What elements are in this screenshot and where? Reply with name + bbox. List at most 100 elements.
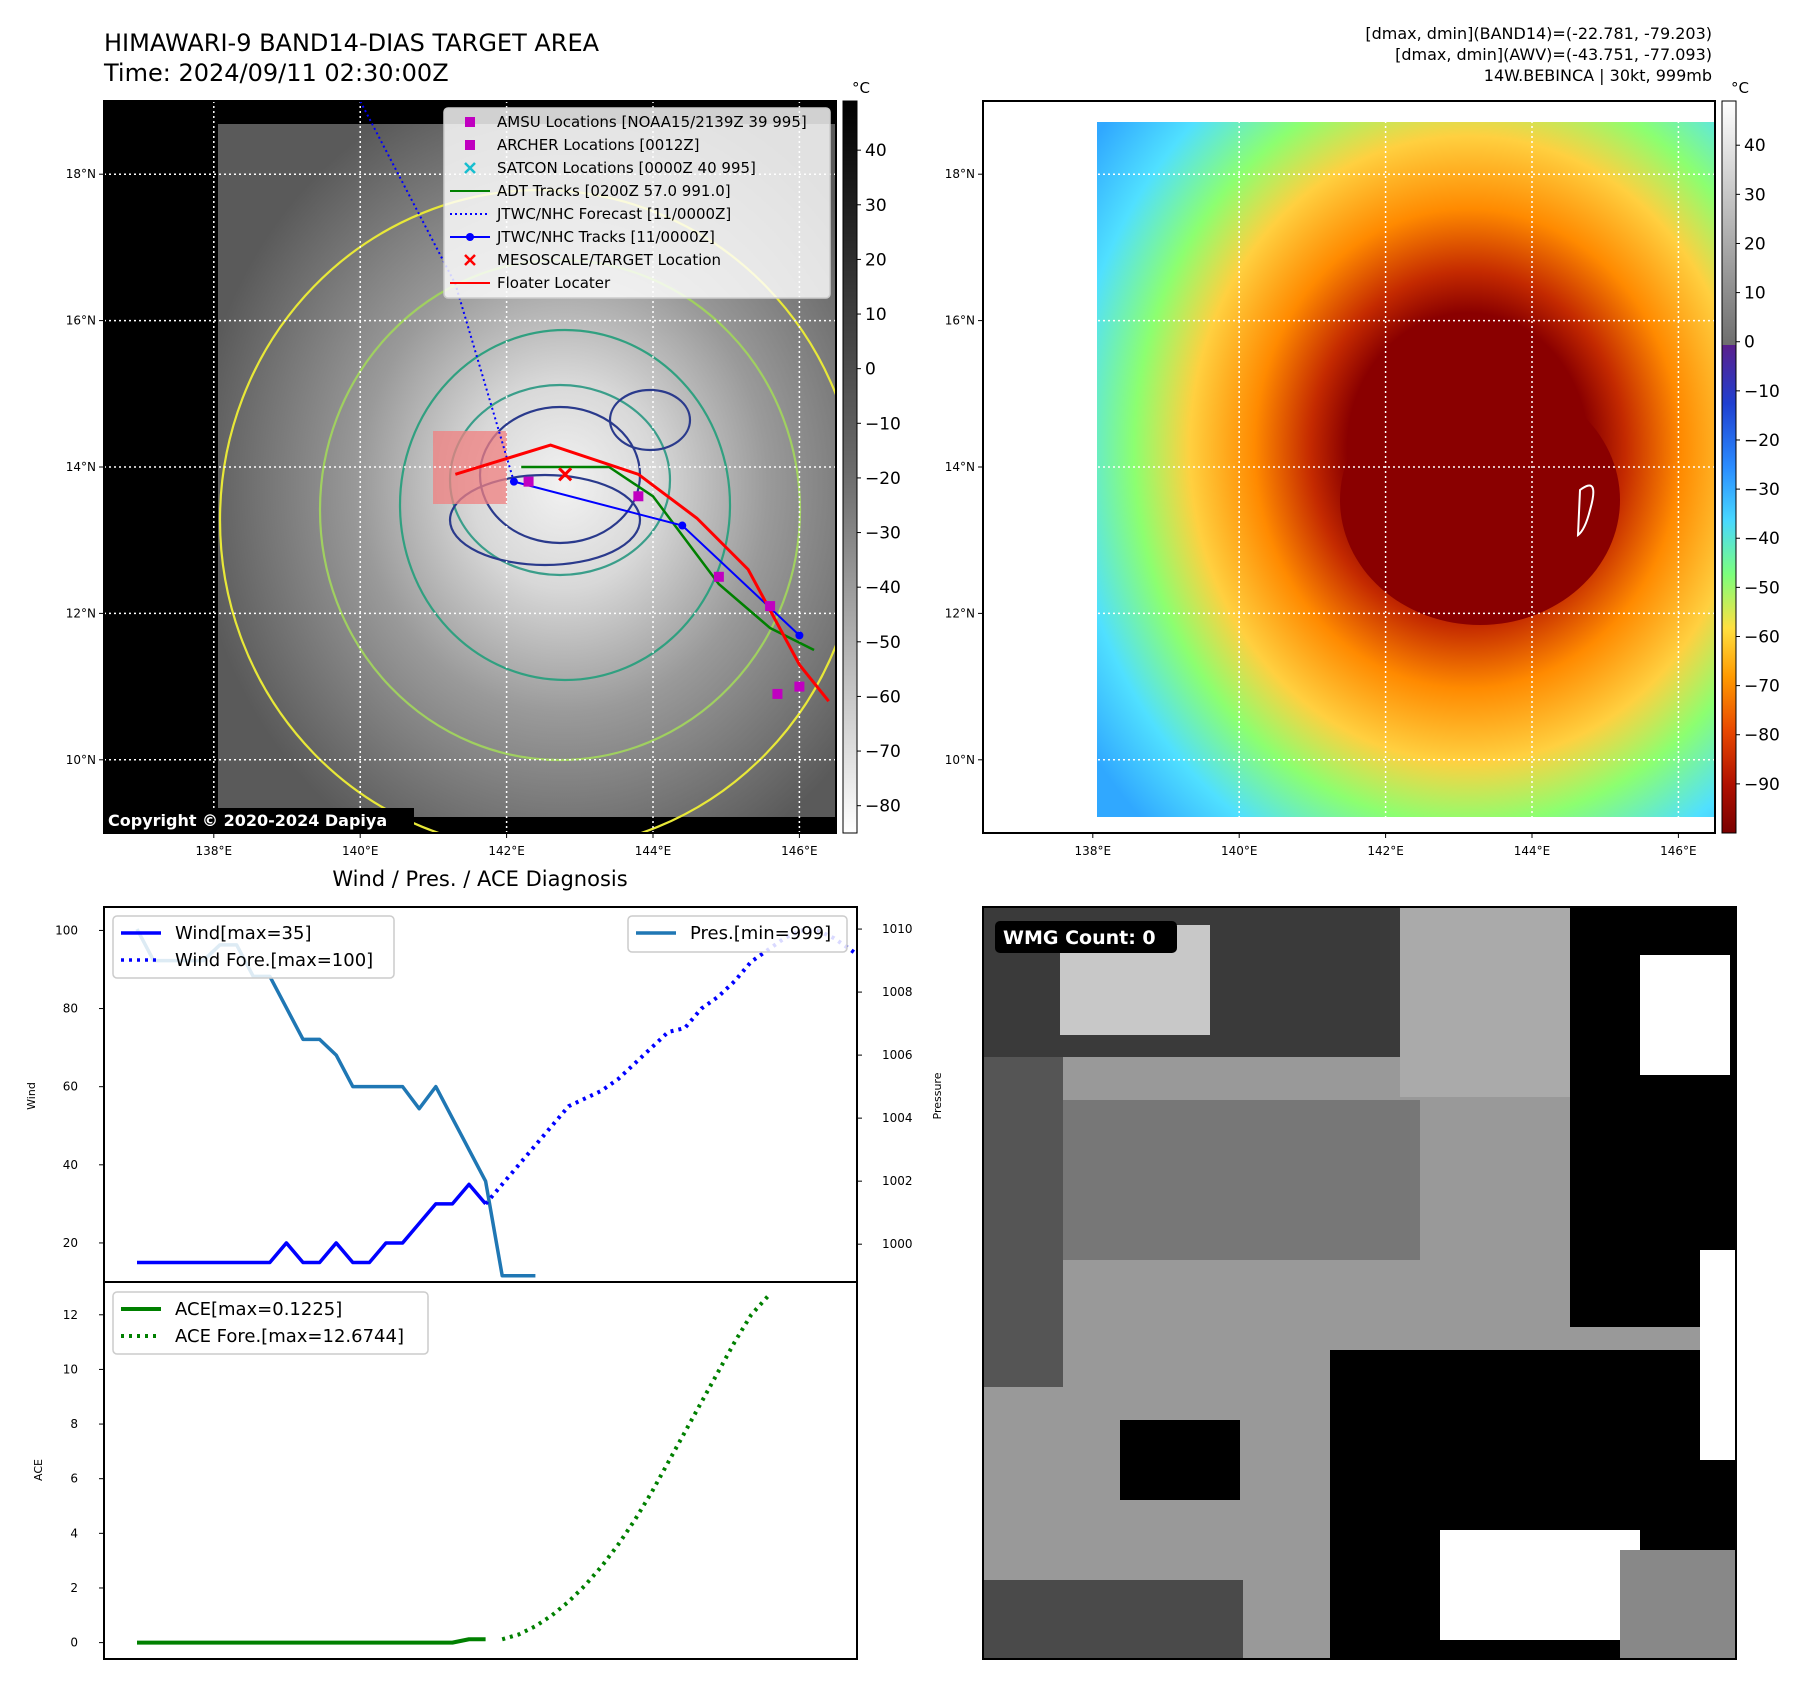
colorbar-tick-label: −10 [1744,382,1780,402]
wv-tick-label-lon: 144°E [1514,844,1551,858]
colorbar-tick-label: 0 [865,360,876,380]
colorbar-tick-label: −40 [1744,529,1780,549]
jtwc-track-point [678,521,687,530]
wmg-region-dark-left [983,1057,1063,1387]
ace-series [137,1637,486,1645]
archer-marker [772,688,783,699]
wind-legend-label: Wind Fore.[max=100] [175,950,373,971]
legend-marker-x [464,254,476,266]
wind-pressure-chart: 20 40 60 80 100 1000 1002 1004 1006 1008 1010 Wind… [25,906,944,1283]
wind-ytick-label: 40 [63,1158,78,1172]
legend-marker-dot [466,233,474,241]
wv-tick-label-lon: 142°E [1367,844,1404,858]
legend-box [443,107,831,299]
colorbar-tick-label: −80 [1744,726,1780,746]
wv-colorbar-unit: °C [1731,79,1749,97]
wind-legend-box [112,915,395,979]
wv-tick-label-lon: 138°E [1075,844,1112,858]
wv-tick-label-lat: 18°N [945,167,975,181]
wv-colorbar-top [1722,101,1736,345]
ir-tick-label-lon: 140°E [342,844,379,858]
ir-tick-label-lat: 16°N [66,314,96,328]
pressure-legend: Pres.[min=999] [627,915,848,953]
wv-map-panel: 138°E 140°E 142°E 144°E 146°E 18°N 16°N 14°N 12°… [945,100,1716,858]
colorbar-tick-label: −80 [865,797,901,817]
copyright-box [104,808,414,832]
pressure-ytick-label: 1000 [882,1237,913,1251]
colorbar-tick-label: −70 [865,742,901,762]
wmg-region-white-top [1640,955,1730,1075]
amsu-marker [523,476,534,487]
pressure-ytick-label: 1002 [882,1174,913,1188]
colorbar-tick-label: 10 [865,305,887,325]
wmg-region-gray [1060,1100,1420,1260]
colorbar-tick-label: −50 [1744,578,1780,598]
ace-ytick-label: 12 [63,1308,78,1322]
ir-tick-label-lat: 12°N [66,606,96,620]
wind-ytick-label: 20 [63,1236,78,1250]
wv-tick-label-lat: 12°N [945,606,975,620]
wmg-region-gray-corner [1620,1550,1736,1659]
legend-label: JTWC/NHC Tracks [11/0000Z] [496,228,715,246]
figure-title: HIMAWARI-9 BAND14-DIAS TARGET AREA [104,29,600,57]
wind-series [137,1182,487,1265]
ir-colorbar-unit: °C [852,79,870,97]
wmg-region-black-small [1120,1420,1240,1500]
pressure-ytick-label: 1006 [882,1048,913,1062]
pressure-ytick-label: 1010 [882,922,913,936]
wind-ytick-label: 60 [63,1080,78,1094]
wmg-region-white-bottom [1440,1530,1640,1640]
guam-outline [1576,484,1595,538]
colorbar-tick-label: 20 [865,250,887,270]
colorbar-tick-label: −50 [865,633,901,653]
pressure-ytick-label: 1008 [882,985,913,999]
ir-colorbar: °C 40 30 20 10 0 −10 −20 −30 −40 −50 −60 −70 −80 [842,79,901,834]
ace-legend-label: ACE[max=0.1225] [175,1299,342,1320]
ace-ytick-label: 2 [70,1581,78,1595]
colorbar-tick-label: 0 [1744,333,1755,353]
colorbar-tick-label: −90 [1744,775,1780,795]
pressure-axis-label: Pressure [931,1072,944,1119]
colorbar-tick-label: 10 [1744,284,1766,304]
legend-marker-x [464,162,476,174]
ace-legend-box [112,1291,429,1355]
legend-marker-square [465,140,475,150]
colorbar-tick-label: 40 [1744,136,1766,156]
colorbar-tick-label: 30 [865,196,887,216]
colorbar-tick-label: 30 [1744,185,1766,205]
wmg-region-dark-bottom [983,1580,1243,1659]
wmg-label: WMG Count: 0 [1003,927,1156,949]
wv-tick-label-lat: 16°N [945,314,975,328]
ir-tick-label-lat: 14°N [66,460,96,474]
colorbar-tick-label: −30 [865,524,901,544]
colorbar-tick-label: −30 [1744,480,1780,500]
pressure-legend-label: Pres.[min=999] [690,923,831,944]
wind-axis-label: Wind [25,1082,38,1110]
info-awv-range: [dmax, dmin](AWV)=(-43.751, -77.093) [1395,45,1712,64]
wv-cold-core [1340,375,1620,625]
ace-legend: ACE[max=0.1225] ACE Fore.[max=12.6744] [112,1291,429,1355]
ace-ytick-label: 6 [70,1472,78,1486]
ace-chart-frame [103,1281,858,1660]
wv-map-gridlines [983,101,1715,833]
wind-legend: Wind[max=35] Wind Fore.[max=100] [112,915,395,979]
wmg-frame [982,906,1737,1660]
colorbar-tick-label: 20 [1744,234,1766,254]
ace-chart: 0 2 4 6 8 10 12 ACE ACE[max=0.1225] ACE Fore.[m… [32,1281,858,1660]
archer-marker [765,601,776,612]
ir-tick-label-lon: 144°E [635,844,672,858]
target-marker [558,467,573,482]
legend-label: ADT Tracks [0200Z 57.0 991.0] [497,182,731,200]
colorbar-tick-label: −70 [1744,677,1780,697]
wmg-region-mid-right [1400,907,1570,1097]
colorbar-tick-label: −60 [865,687,901,707]
wv-colorbar-frame [1721,100,1737,834]
wind-ytick-label: 100 [55,923,78,937]
jtwc-track-point [795,631,804,640]
ace-legend-label: ACE Fore.[max=12.6744] [175,1326,404,1347]
pressure-ytick-label: 1004 [882,1111,913,1125]
ace-ytick-label: 8 [70,1417,78,1431]
wind-legend-label: Wind[max=35] [175,923,312,944]
floater-track [454,443,830,703]
legend-label: ARCHER Locations [0012Z] [497,136,700,154]
